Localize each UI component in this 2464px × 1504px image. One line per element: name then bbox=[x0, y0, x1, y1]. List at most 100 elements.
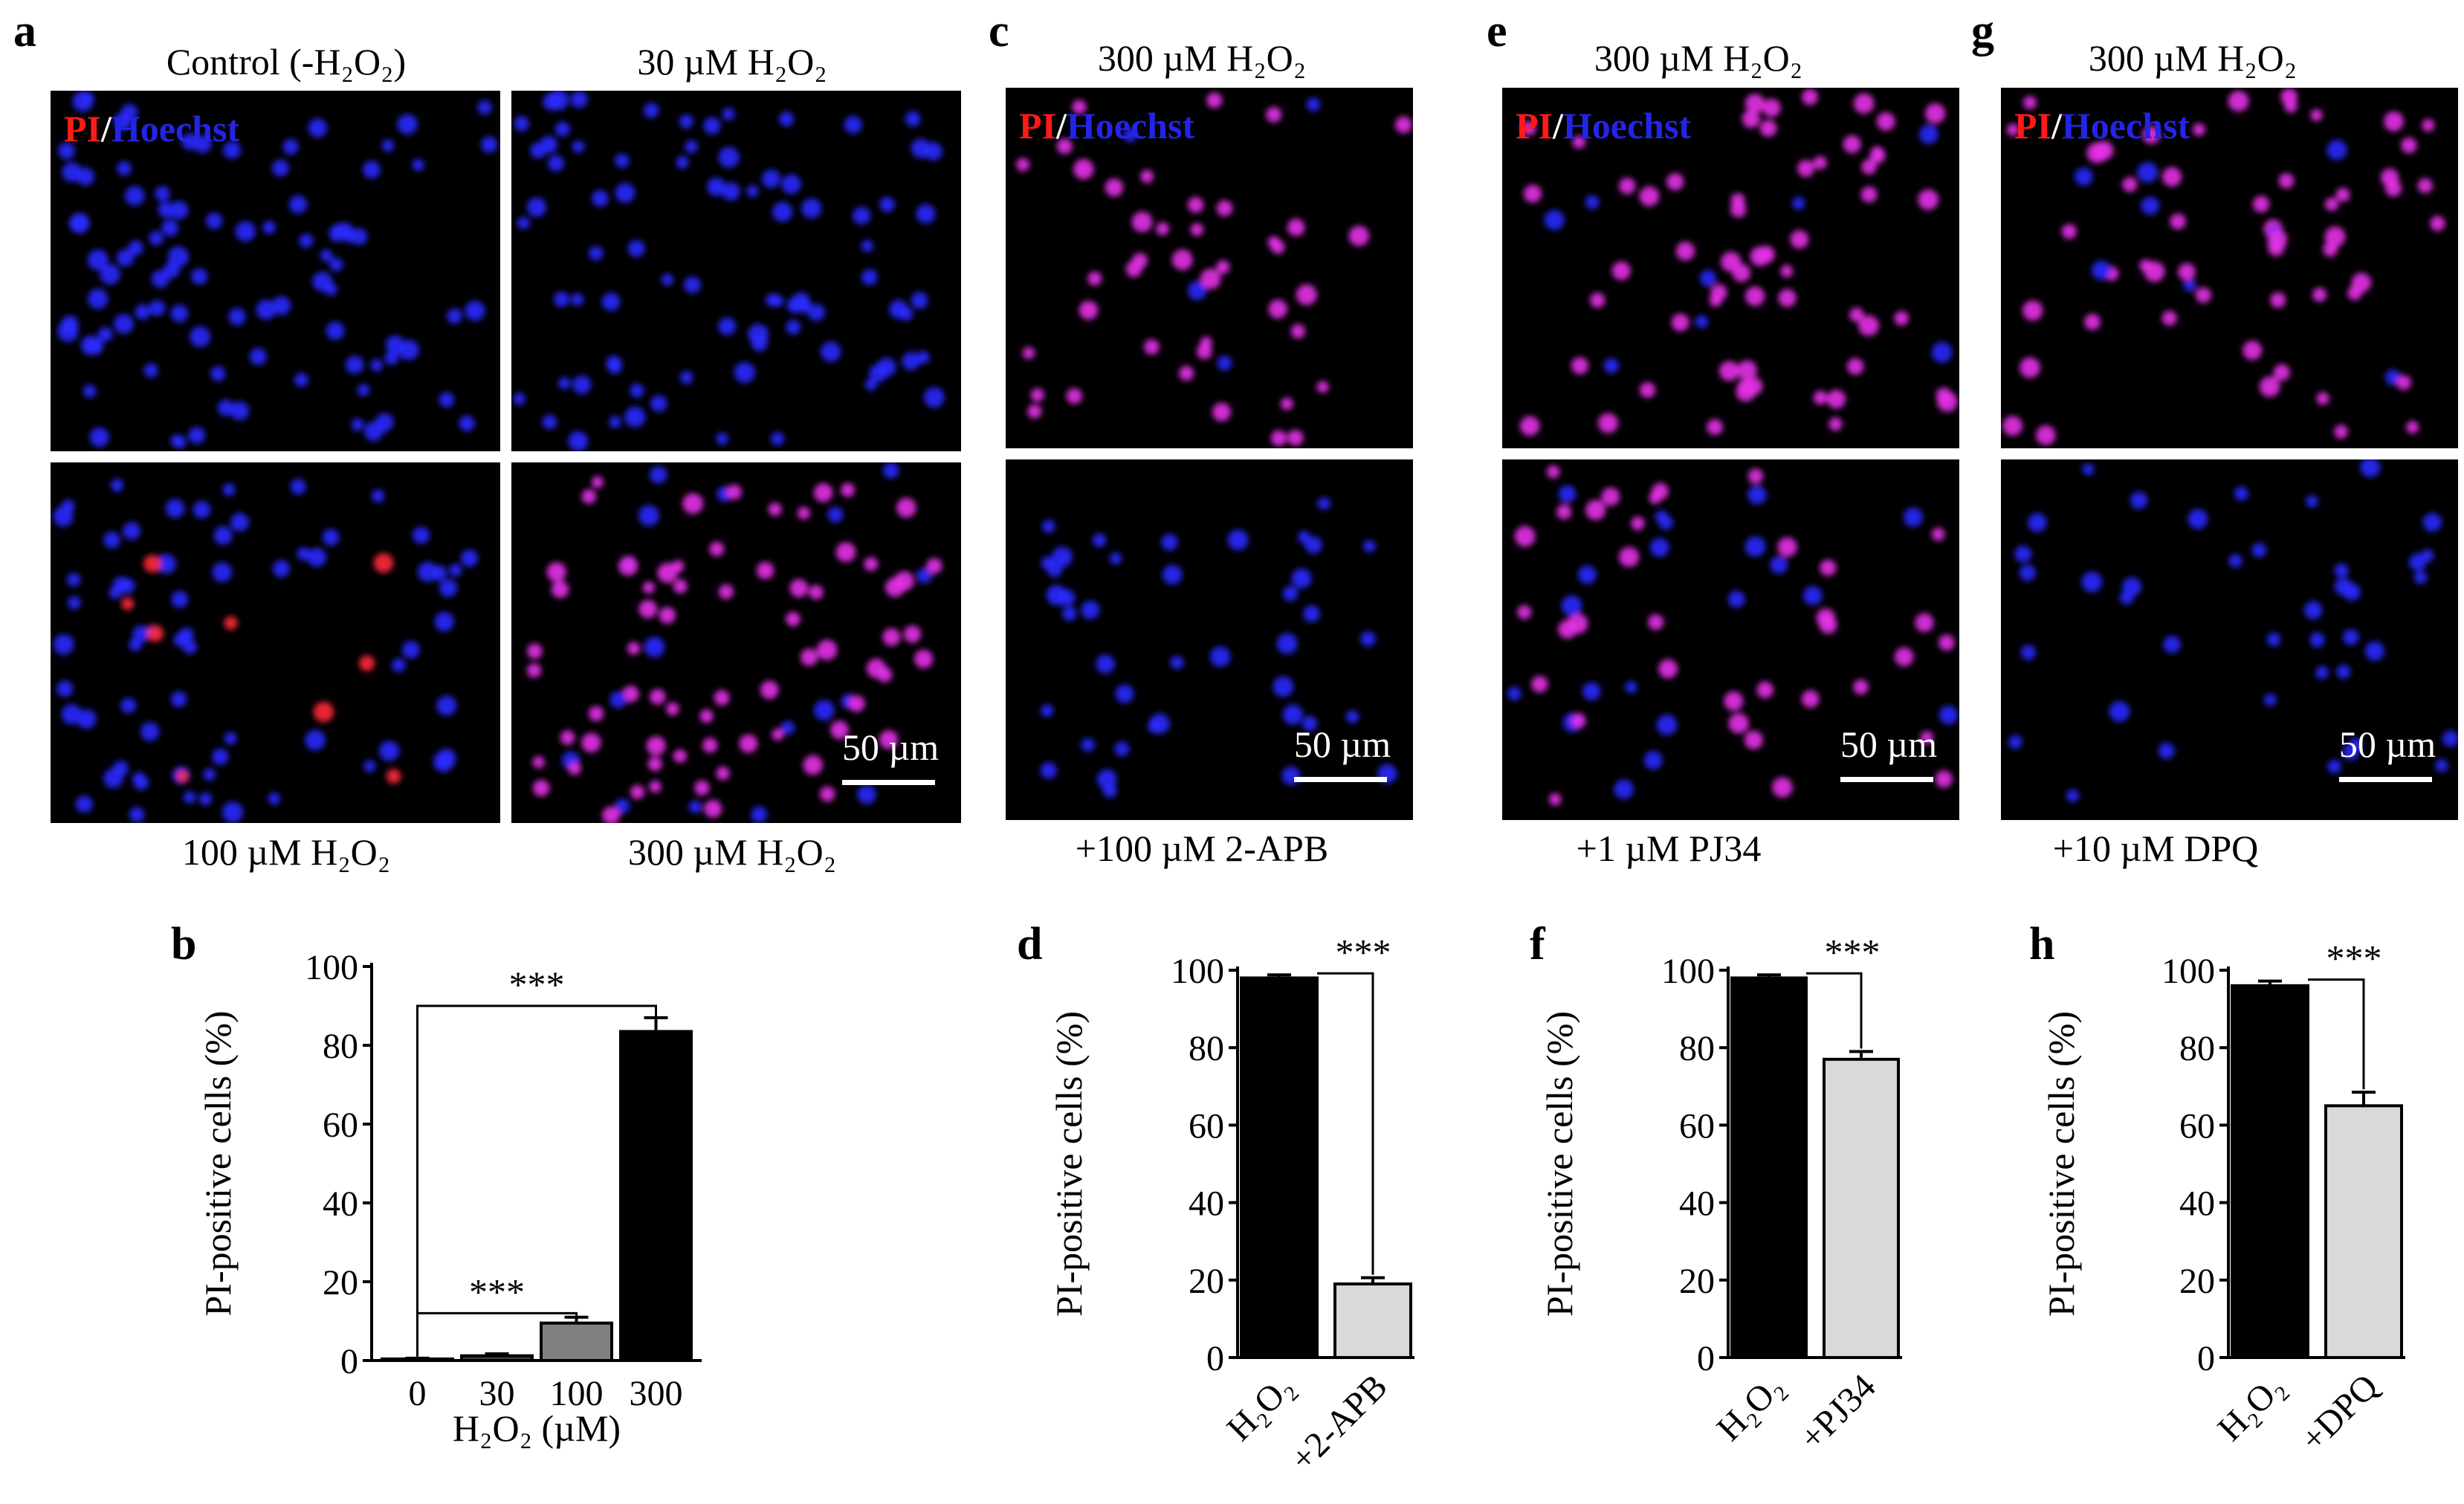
x-tick-label: 30 bbox=[479, 1374, 515, 1413]
tile-e-bottom: 50 µm bbox=[1502, 459, 1959, 820]
significance-label: *** bbox=[469, 1271, 525, 1312]
y-tick-label: 80 bbox=[323, 1027, 358, 1066]
scale-bar-label: 50 µm bbox=[842, 726, 939, 768]
significance-bracket bbox=[416, 1004, 657, 1357]
bar-charts: 0 20 40 60 80 100 PI-positive cells (%) 0 30 100 3… bbox=[197, 931, 2405, 1479]
x-axis-label: H₂O₂ (µM) bbox=[453, 1407, 621, 1449]
panel-letter-f: f bbox=[1530, 919, 1546, 969]
tile-g-top: PI/Hoechst bbox=[2001, 88, 2458, 448]
tile-g-bottom: 50 µm bbox=[2001, 459, 2458, 820]
y-tick-label: 100 bbox=[2161, 952, 2215, 991]
label-a-bottom-right: 300 µM H₂O₂ bbox=[628, 831, 836, 873]
y-tick-label: 100 bbox=[1171, 952, 1224, 991]
bar-0 bbox=[2231, 984, 2309, 1359]
y-tick-label: 0 bbox=[1206, 1339, 1224, 1378]
tile-e-top: PI/Hoechst bbox=[1502, 88, 1959, 448]
label-c-bottom: +100 µM 2-APB bbox=[1076, 827, 1328, 869]
x-tick-label: +PJ34 bbox=[1792, 1366, 1883, 1458]
x-tick-label: H₂O₂ bbox=[1220, 1366, 1301, 1448]
bar-1 bbox=[1333, 1282, 1412, 1360]
y-tick-label: 100 bbox=[1661, 952, 1715, 991]
panel-letter-e: e bbox=[1487, 6, 1507, 57]
label-e-bottom: +1 µM PJ34 bbox=[1577, 827, 1762, 869]
y-tick-label: 60 bbox=[323, 1106, 358, 1145]
significance-bracket bbox=[1806, 972, 1863, 1049]
significance-bracket bbox=[1317, 972, 1374, 1275]
panel-letter-c: c bbox=[989, 6, 1009, 57]
tile-a-30uM bbox=[511, 91, 961, 451]
y-tick-label: 60 bbox=[1189, 1106, 1224, 1146]
tile-a-100uM bbox=[51, 462, 500, 823]
significance-label: *** bbox=[2326, 937, 2382, 979]
tile-a-300uM: 50 µm bbox=[511, 462, 961, 823]
chart-h: 0 20 40 60 80 100 PI-positive cells (%) H₂O₂ +DP… bbox=[2040, 937, 2405, 1459]
x-tick-label: H₂O₂ bbox=[2211, 1366, 2292, 1448]
scale-bar bbox=[1294, 777, 1387, 782]
significance-label: *** bbox=[509, 964, 565, 1005]
y-tick-label: 40 bbox=[323, 1184, 358, 1224]
x-tick-label: H₂O₂ bbox=[1710, 1366, 1791, 1448]
stain-label: PI/Hoechst bbox=[1019, 105, 1194, 146]
y-tick-label: 0 bbox=[340, 1342, 358, 1381]
y-tick-label: 40 bbox=[1189, 1184, 1224, 1224]
y-axis-label: PI-positive cells (%) bbox=[1539, 1011, 1580, 1317]
label-c-top: 300 µM H₂O₂ bbox=[1098, 37, 1306, 79]
stain-label: PI/Hoechst bbox=[64, 108, 239, 149]
y-tick-label: 80 bbox=[1189, 1029, 1224, 1068]
tile-a-control: PI/Hoechst bbox=[51, 91, 500, 451]
significance-label: *** bbox=[1825, 931, 1881, 972]
panel-letter-a: a bbox=[13, 6, 36, 57]
y-tick-label: 20 bbox=[1679, 1262, 1715, 1301]
x-tick-label: 100 bbox=[550, 1374, 604, 1413]
y-tick-label: 60 bbox=[1679, 1106, 1715, 1146]
bar-0 bbox=[1240, 976, 1319, 1360]
panel-letter-g: g bbox=[1971, 6, 1994, 57]
chart-f: 0 20 40 60 80 100 PI-positive cells (%) H₂O₂ +PJ… bbox=[1539, 931, 1902, 1458]
x-tick-label: 300 bbox=[630, 1374, 683, 1413]
bar-1 bbox=[460, 1354, 534, 1363]
bar-3 bbox=[619, 1030, 693, 1362]
panel-letter-d: d bbox=[1017, 919, 1042, 969]
stain-label: PI/Hoechst bbox=[1516, 105, 1691, 146]
label-a-bottom-left: 100 µM H₂O₂ bbox=[182, 831, 390, 873]
panel-letter-h: h bbox=[2029, 919, 2054, 969]
label-a-top-left: Control (-H₂O₂) bbox=[166, 41, 406, 83]
y-tick-label: 20 bbox=[1189, 1262, 1224, 1301]
y-tick-label: 60 bbox=[2179, 1106, 2215, 1146]
significance-bracket bbox=[416, 1311, 578, 1355]
scale-bar bbox=[1840, 777, 1933, 782]
scale-bar bbox=[842, 780, 935, 785]
x-tick-label: +2-APB bbox=[1283, 1366, 1395, 1479]
bar-0 bbox=[1730, 976, 1808, 1360]
panel-letter-b: b bbox=[171, 919, 196, 969]
significance-label: *** bbox=[1336, 931, 1391, 972]
bar-1 bbox=[1823, 1057, 1900, 1359]
label-a-top-right: 30 µM H₂O₂ bbox=[637, 41, 827, 83]
y-tick-label: 20 bbox=[323, 1263, 358, 1303]
scale-bar-label: 50 µm bbox=[2339, 723, 2436, 765]
scale-bar-label: 50 µm bbox=[1840, 723, 1937, 765]
label-e-top: 300 µM H₂O₂ bbox=[1594, 37, 1802, 79]
chart-d: 0 20 40 60 80 100 PI-positive cells (%) H₂O₂+2-… bbox=[1048, 931, 1414, 1479]
bar-2 bbox=[540, 1321, 613, 1363]
y-tick-label: 20 bbox=[2179, 1262, 2215, 1301]
chart-b: 0 20 40 60 80 100 PI-positive cells (%) 0 30 100 3… bbox=[197, 948, 702, 1449]
y-axis-label: PI-positive cells (%) bbox=[1048, 1011, 1090, 1317]
y-tick-label: 40 bbox=[1679, 1184, 1715, 1224]
x-tick-label: 0 bbox=[409, 1374, 427, 1413]
y-tick-label: 0 bbox=[1697, 1339, 1715, 1378]
x-tick-label: +DPQ bbox=[2293, 1366, 2386, 1459]
label-g-bottom: +10 µM DPQ bbox=[2053, 827, 2259, 869]
y-tick-label: 80 bbox=[1679, 1029, 1715, 1068]
y-tick-label: 100 bbox=[305, 948, 358, 987]
label-g-top: 300 µM H₂O₂ bbox=[2089, 37, 2297, 79]
y-tick-label: 80 bbox=[2179, 1029, 2215, 1068]
tile-c-top: PI/Hoechst bbox=[1006, 88, 1413, 448]
bar-1 bbox=[2324, 1104, 2403, 1359]
scale-bar-label: 50 µm bbox=[1294, 723, 1391, 765]
tile-c-bottom: 50 µm bbox=[1006, 459, 1413, 820]
stain-label: PI/Hoechst bbox=[2014, 105, 2190, 146]
significance-bracket bbox=[2308, 978, 2365, 1090]
microscopy-images: PI/Hoechst 50 µm PI/Hoechst 50 µm PI/Hoechst… bbox=[51, 88, 2458, 823]
